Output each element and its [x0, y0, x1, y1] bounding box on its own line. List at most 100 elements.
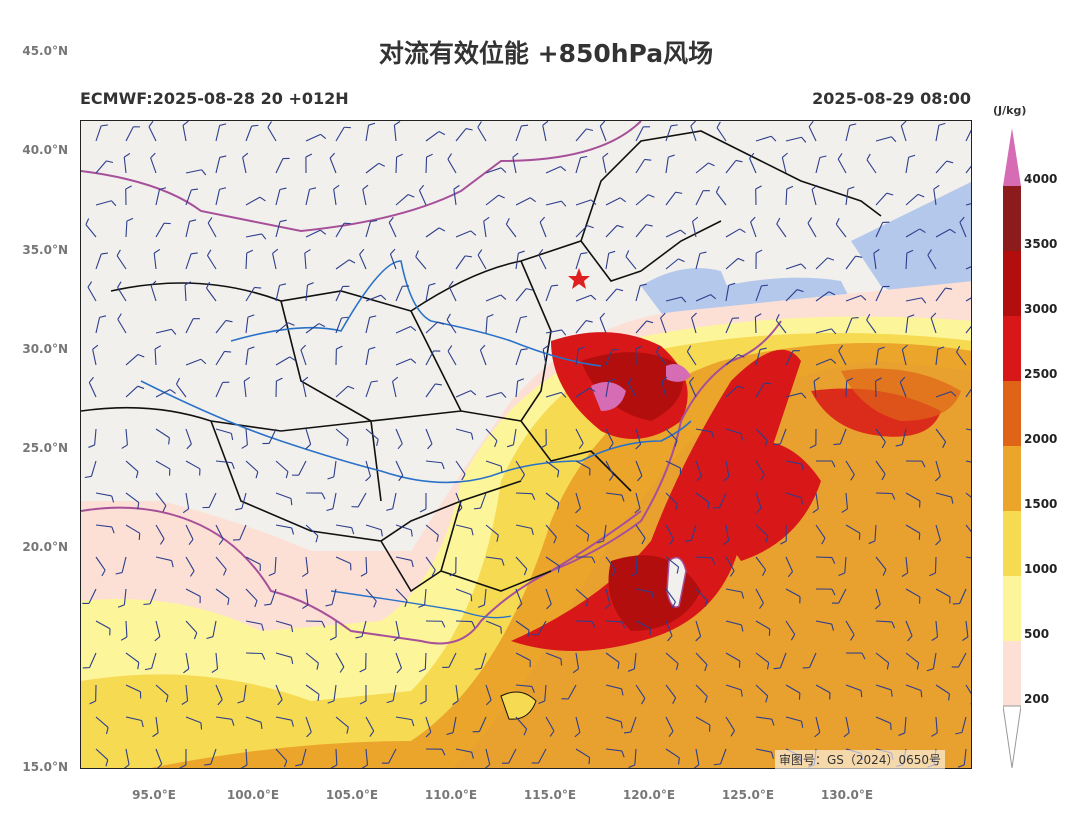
wind-barb	[807, 217, 817, 238]
wind-barb	[335, 524, 355, 535]
wind-barb	[755, 556, 767, 577]
wind-barb	[815, 620, 835, 631]
wind-barb	[875, 221, 890, 238]
wind-barb	[961, 620, 969, 642]
wind-barb	[814, 716, 821, 738]
wind-barb	[305, 323, 326, 334]
wind-barb	[446, 313, 457, 334]
wind-barb	[635, 126, 651, 142]
wind-barb	[183, 652, 190, 674]
wind-barb	[538, 684, 547, 704]
wind-barb	[245, 716, 263, 730]
cape-2500a	[511, 349, 801, 651]
wind-barb	[951, 652, 967, 668]
lon-label-110: 110.0°E	[424, 788, 478, 802]
wind-barb	[575, 748, 591, 765]
legend-swatch-2	[1003, 251, 1021, 316]
japan-sea	[851, 181, 971, 311]
wind-barb	[635, 524, 646, 545]
lon-label-105: 105.0°E	[325, 788, 379, 802]
wind-barb	[905, 249, 914, 270]
map-title: 对流有效位能 +850hPa风场	[378, 39, 714, 68]
wind-barb	[215, 350, 232, 366]
wind-barb	[624, 716, 637, 734]
wind-barb	[305, 282, 314, 302]
wind-barb	[305, 133, 327, 142]
wind-barb	[665, 460, 682, 475]
wind-barb	[185, 169, 207, 176]
weather-map[interactable]	[80, 120, 972, 769]
wind-barb	[873, 248, 880, 270]
wind-barb	[335, 222, 351, 238]
wind-barb	[628, 748, 637, 768]
wind-barb	[125, 185, 132, 206]
legend-swatch-7	[1003, 576, 1021, 641]
wind-barb	[155, 556, 174, 568]
wind-barb	[545, 166, 567, 174]
wind-barb	[695, 460, 702, 482]
wind-barb	[635, 320, 654, 334]
wind-barb	[272, 248, 279, 270]
wind-barb	[838, 556, 847, 577]
wind-barb	[329, 620, 337, 641]
wind-barb	[895, 428, 907, 447]
lat-label-15: 15.0°N	[22, 760, 68, 774]
wind-barb	[485, 620, 502, 634]
wind-barb	[245, 588, 258, 608]
wind-barb	[725, 652, 741, 668]
wind-barb	[875, 285, 890, 302]
wind-barb	[866, 153, 877, 174]
wind-barb	[395, 285, 410, 302]
wind-barb	[575, 556, 596, 564]
wind-barb	[716, 121, 727, 142]
wind-barb	[725, 385, 745, 398]
wind-barb	[665, 492, 678, 511]
wind-barb	[635, 158, 652, 174]
wind-barb	[815, 460, 836, 468]
wind-barb	[605, 716, 623, 729]
wind-barb	[395, 194, 415, 206]
wind-barb	[245, 346, 255, 366]
wind-barb	[845, 294, 867, 302]
wind-barb	[695, 492, 710, 510]
wind-barb	[418, 652, 427, 673]
wind-barb	[545, 200, 567, 207]
wind-barb	[545, 556, 560, 573]
wind-barb	[185, 524, 194, 546]
wind-barb	[545, 588, 552, 610]
wind-barb	[235, 492, 247, 511]
legend-swatch-6	[1003, 511, 1021, 576]
wind-barb	[206, 281, 217, 302]
wind-barb	[605, 348, 619, 366]
wind-barb	[335, 316, 349, 334]
wind-barb	[627, 652, 637, 672]
wind-barb	[785, 460, 805, 471]
wind-barb	[725, 556, 735, 577]
wind-barb	[455, 492, 463, 514]
wind-barb	[116, 249, 127, 270]
wind-barb	[95, 556, 106, 577]
wind-barb	[275, 620, 294, 633]
wind-barb	[755, 716, 775, 726]
wind-barb	[515, 524, 534, 536]
wind-barb	[540, 428, 547, 449]
wind-barb	[330, 748, 338, 768]
wind-barb	[449, 556, 457, 577]
wind-barb	[418, 184, 427, 206]
wind-barb	[838, 345, 847, 366]
wind-barb-layer	[82, 121, 971, 768]
wind-barb	[935, 492, 954, 504]
wind-barb	[477, 121, 487, 142]
wind-barb	[185, 460, 201, 476]
wind-barb	[785, 350, 800, 366]
wind-barb	[425, 428, 433, 450]
wind-barb	[575, 225, 594, 238]
wind-barb	[267, 121, 277, 142]
wind-barb	[952, 588, 967, 605]
wind-barb	[965, 556, 971, 561]
wind-barb	[935, 228, 956, 238]
wind-barb	[935, 346, 945, 366]
wind-barb	[215, 524, 224, 546]
wind-barb	[302, 376, 309, 398]
wind-barb	[605, 197, 626, 206]
